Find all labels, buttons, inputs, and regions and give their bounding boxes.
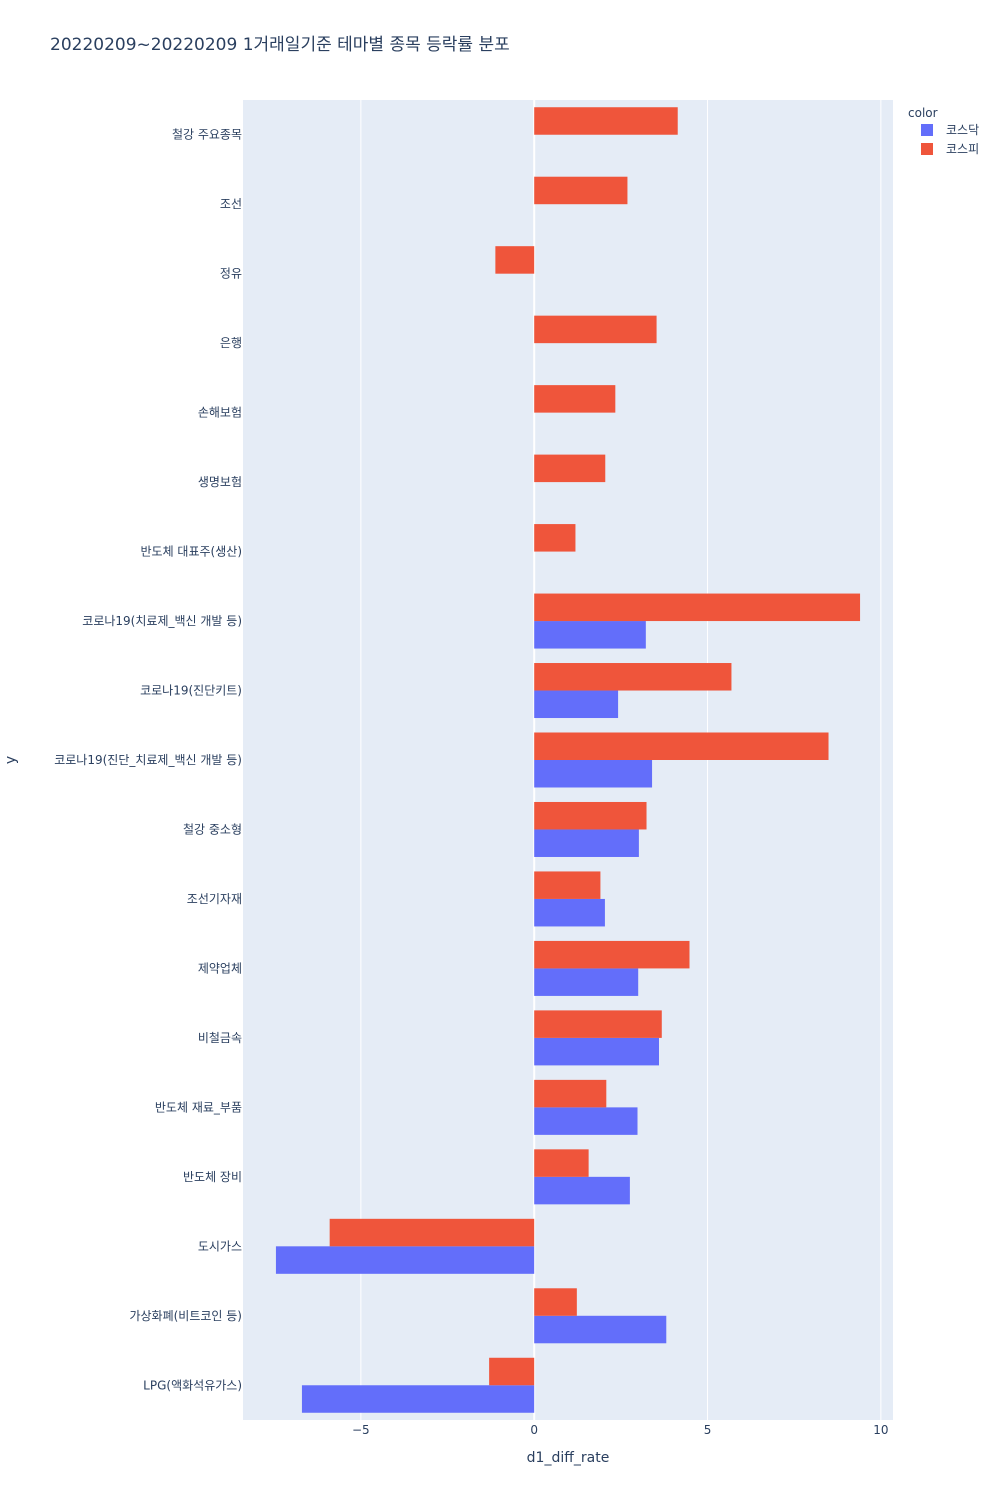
x-axis-title: d1_diff_rate [527, 1450, 610, 1466]
y-tick-label: 생명보험 [198, 475, 242, 489]
bar-kospi-4 [534, 385, 616, 413]
bar-kospi-10 [534, 801, 647, 830]
bar-kospi-0 [534, 107, 678, 135]
legend-label: 코스피 [946, 142, 979, 156]
x-tick-label: −5 [352, 1423, 370, 1437]
y-tick-label: 반도체 장비 [183, 1170, 242, 1184]
bar-kospi-18 [489, 1357, 535, 1386]
y-tick-label: 코로나19(치료제_백신 개발 등) [82, 614, 242, 628]
y-tick-label: 제약업체 [198, 960, 242, 975]
x-tick-label: 5 [704, 1423, 712, 1437]
legend-label: 코스닥 [946, 123, 979, 137]
bar-kospi-14 [534, 1079, 607, 1108]
bar-kosdaq-8 [534, 690, 619, 719]
bar-kospi-1 [534, 176, 628, 205]
bar-kosdaq-9 [534, 760, 653, 788]
y-tick-label: 조선기자재 [187, 892, 242, 906]
y-tick-label: 코로나19(진단키트) [140, 684, 242, 698]
bars [275, 107, 861, 1413]
x-tick-label: 0 [530, 1423, 538, 1437]
y-axis-title: y [3, 756, 19, 764]
bar-kospi-6 [534, 524, 576, 552]
chart-title: 20220209~20220209 1거래일기준 테마별 종목 등락률 분포 [50, 35, 510, 55]
bar-kospi-7 [534, 593, 861, 622]
y-tick-label: 정유 [220, 267, 242, 281]
y-tick-label: 철강 중소형 [183, 822, 242, 836]
legend-swatch [921, 143, 933, 155]
bar-kospi-16 [329, 1218, 535, 1247]
y-tick-label: 도시가스 [198, 1239, 242, 1253]
y-tick-label: 조선 [220, 197, 242, 211]
bar-kospi-3 [534, 315, 657, 344]
y-tick-label: LPG(액화석유가스) [143, 1378, 242, 1392]
bar-kosdaq-16 [275, 1246, 535, 1274]
bar-kospi-17 [534, 1288, 577, 1316]
bar-kosdaq-7 [534, 621, 646, 649]
y-tick-label: 가상화폐(비트코인 등) [129, 1309, 242, 1323]
bar-kospi-9 [534, 732, 829, 760]
bar-kospi-2 [495, 246, 535, 274]
y-tick-label: 은행 [220, 335, 242, 350]
bar-kosdaq-11 [534, 898, 605, 927]
bar-kospi-12 [534, 940, 690, 969]
y-tick-label: 손해보험 [198, 406, 242, 420]
bar-kospi-15 [534, 1149, 589, 1177]
bar-kospi-5 [534, 454, 606, 483]
y-tick-label: 비철금속 [198, 1031, 242, 1045]
bar-kosdaq-15 [534, 1176, 630, 1205]
x-tick-label: 10 [873, 1423, 888, 1437]
x-tick-labels: −5 0 5 10 [352, 1423, 888, 1437]
y-tick-label: 반도체 대표주(생산) [141, 545, 243, 559]
y-tick-label: 코로나19(진단_치료제_백신 개발 등) [54, 753, 242, 767]
bar-kospi-8 [534, 663, 732, 691]
legend-swatch [921, 124, 933, 136]
y-tick-label: 반도체 재료_부품 [155, 1100, 242, 1114]
bar-kosdaq-10 [534, 829, 639, 857]
bar-kosdaq-12 [534, 968, 639, 996]
bar-kosdaq-14 [534, 1107, 638, 1135]
bar-kospi-11 [534, 871, 601, 899]
bar-kosdaq-13 [534, 1037, 659, 1066]
bar-kospi-13 [534, 1010, 662, 1038]
y-tick-label: 철강 주요종목 [172, 128, 242, 142]
bar-kosdaq-17 [534, 1315, 667, 1344]
bar-kosdaq-18 [301, 1385, 535, 1413]
legend-title: color [908, 106, 938, 120]
